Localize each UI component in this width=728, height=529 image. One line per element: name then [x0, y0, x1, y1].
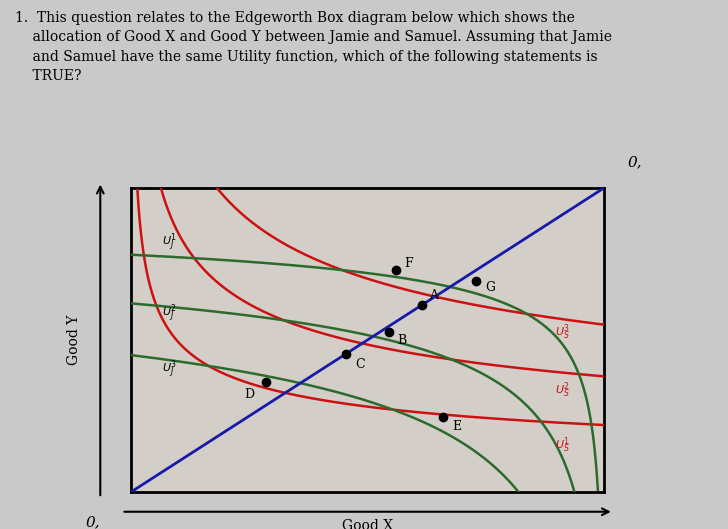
Text: $U_S^3$: $U_S^3$ [555, 323, 570, 342]
Text: $U_J^1$: $U_J^1$ [162, 232, 177, 253]
Text: Good Y: Good Y [67, 315, 82, 365]
Text: B: B [397, 334, 407, 348]
Text: G: G [485, 281, 495, 294]
Text: 1.  This question relates to the Edgeworth Box diagram below which shows the
   : 1. This question relates to the Edgewort… [15, 11, 612, 83]
Text: Good X: Good X [342, 519, 393, 529]
Text: C: C [355, 358, 365, 371]
Text: F: F [405, 258, 414, 270]
Text: $U_J^2$: $U_J^2$ [162, 303, 177, 325]
Text: $U_S^2$: $U_S^2$ [555, 380, 569, 400]
Text: A: A [430, 289, 438, 303]
Text: E: E [452, 419, 461, 433]
Text: $U_S^1$: $U_S^1$ [555, 435, 570, 454]
Text: D: D [245, 388, 255, 400]
Text: 0,: 0, [628, 155, 642, 169]
Text: 0,: 0, [86, 515, 100, 529]
Text: $U_J^3$: $U_J^3$ [162, 359, 177, 381]
